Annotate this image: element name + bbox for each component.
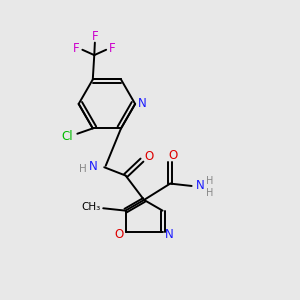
Text: O: O bbox=[114, 228, 124, 241]
Text: O: O bbox=[144, 150, 153, 163]
Text: N: N bbox=[88, 160, 97, 172]
Text: Cl: Cl bbox=[61, 130, 73, 143]
Text: H: H bbox=[206, 176, 213, 186]
Text: N: N bbox=[165, 228, 173, 241]
Text: N: N bbox=[196, 179, 205, 193]
Text: CH₃: CH₃ bbox=[81, 202, 100, 212]
Text: F: F bbox=[92, 30, 98, 43]
Text: O: O bbox=[168, 149, 177, 162]
Text: H: H bbox=[206, 188, 213, 197]
Text: H: H bbox=[79, 164, 87, 174]
Text: F: F bbox=[109, 42, 116, 55]
Text: N: N bbox=[138, 98, 147, 110]
Text: F: F bbox=[73, 42, 80, 55]
